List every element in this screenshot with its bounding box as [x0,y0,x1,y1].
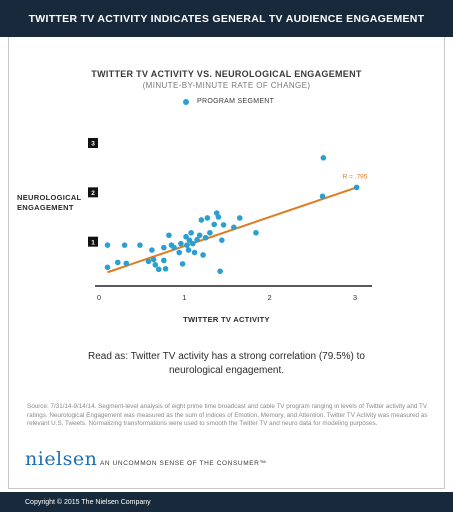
data-point [178,240,184,247]
y-axis-label: NEUROLOGICAL ENGAGEMENT [17,193,87,213]
y-tick-label: 1 [91,239,95,246]
data-points [104,155,360,275]
header-bar: TWITTER TV ACTIVITY INDICATES GENERAL TV… [0,0,453,37]
data-point [185,247,192,253]
data-point [200,252,206,258]
brand-tagline: AN UNCOMMON SENSE OF THE CONSUMER™ [100,460,267,467]
x-axis-label: TWITTER TV ACTIVITY [183,315,270,324]
data-point [220,222,227,228]
data-point [123,260,130,267]
y-axis-label-line-1: NEUROLOGICAL [17,193,82,202]
chart-title: TWITTER TV ACTIVITY VS. NEUROLOGICAL ENG… [91,69,362,79]
data-point [353,184,360,191]
annotation-layer: R = .795 [343,173,368,180]
read-as-caption: Read as: Twitter TV activity has a stron… [88,351,365,376]
plot-axes: 0 1 2 3 1 2 3 [88,138,372,302]
trend-line-layer [107,186,357,274]
x-tick-label: 0 [97,293,101,302]
data-point [183,233,189,240]
data-point [155,266,162,273]
legend-label: PROGRAM SEGMENT [197,98,275,105]
data-point [161,244,167,251]
data-point [152,262,159,268]
data-point [150,256,157,263]
chart-legend: PROGRAM SEGMENT [183,98,274,105]
data-point [320,155,327,161]
data-point [253,229,259,236]
data-point [179,261,186,267]
data-point [230,224,237,231]
data-point [211,221,217,228]
x-tick-label: 1 [182,293,186,302]
data-point [162,266,169,272]
data-point [204,215,211,221]
header-title: TWITTER TV ACTIVITY INDICATES GENERAL TV… [28,12,425,25]
data-point [217,268,223,275]
data-point [219,237,225,243]
data-point [186,237,193,243]
data-point [207,229,213,236]
data-point [176,249,182,256]
data-point [194,236,200,243]
data-point [137,242,143,248]
y-axis-label-line-2: ENGAGEMENT [17,203,74,212]
y-tick-label: 2 [91,190,95,197]
data-point [161,257,167,264]
data-point [121,242,128,248]
y-tick-box [88,138,98,148]
data-point [114,259,121,266]
trend-line [107,186,357,274]
y-tick-box [88,187,98,198]
data-point [198,217,205,223]
data-point [190,240,196,247]
data-point [171,244,177,251]
data-point [104,264,111,271]
r-value-annotation: R = .795 [343,173,368,180]
source-note: Source: 7/31/14-9/14/14. Segment-level a… [27,403,428,428]
content-card [8,37,445,489]
data-point [166,232,172,239]
data-point [202,234,209,241]
data-point [104,242,111,248]
data-point [149,247,155,253]
data-point [215,214,222,220]
x-tick-label: 3 [353,293,357,302]
data-point [236,215,243,221]
nielsen-logo: nielsen [25,448,98,470]
copyright-text: Copyright © 2015 The Nielsen Company [25,498,151,506]
x-tick-label: 2 [268,293,272,302]
data-point [145,258,152,265]
data-point [196,232,203,239]
y-tick-box [88,236,98,247]
footer-bar: Copyright © 2015 The Nielsen Company [0,492,453,512]
legend-dot-icon [183,98,189,105]
data-point [184,242,190,248]
y-tick-label: 3 [91,141,95,148]
data-point [319,193,326,200]
data-point [188,229,194,236]
data-point [191,249,198,256]
chart-subtitle: (MINUTE-BY-MINUTE RATE OF CHANGE) [142,81,311,90]
